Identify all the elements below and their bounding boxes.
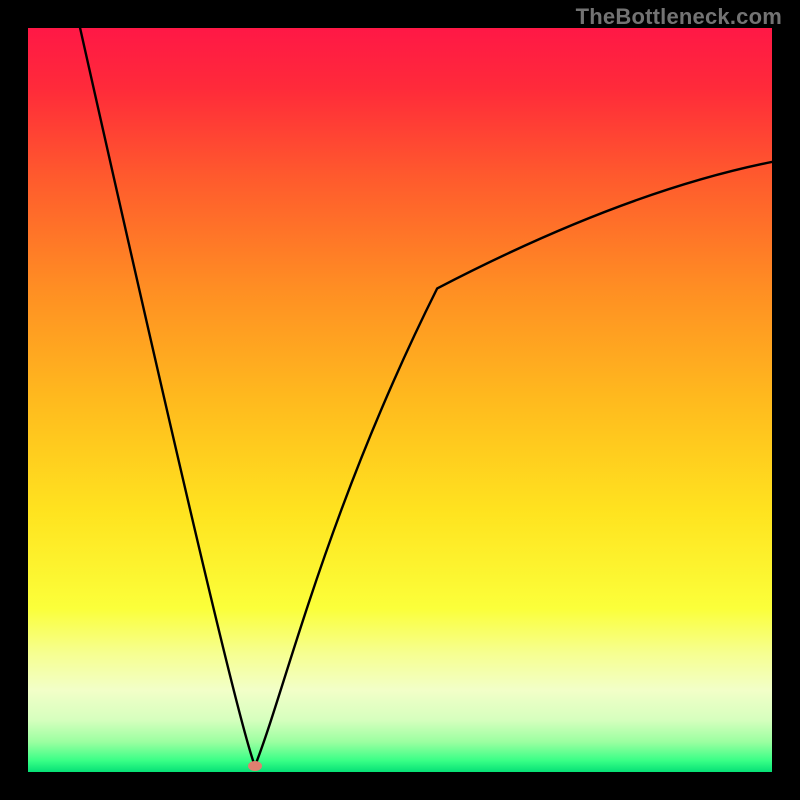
- gradient-background: [28, 28, 772, 772]
- chart-container: TheBottleneck.com: [0, 0, 800, 800]
- plot-svg: [28, 28, 772, 772]
- vertex-marker: [248, 761, 262, 771]
- watermark-text: TheBottleneck.com: [576, 4, 782, 30]
- plot-area: [28, 28, 772, 772]
